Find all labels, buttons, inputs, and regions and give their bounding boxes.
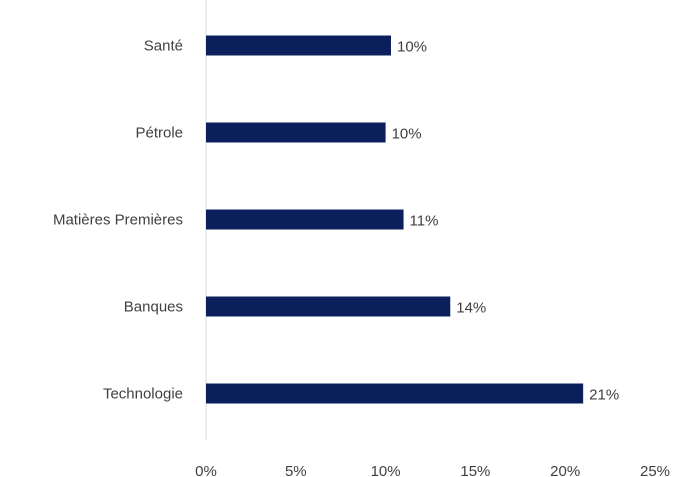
x-tick-label: 5% [285,463,307,477]
data-label-banques: 14% [456,300,486,317]
x-tick-label: 10% [371,463,401,477]
category-label-technologie: Technologie [103,386,183,403]
x-tick-label: 15% [460,463,490,477]
bar-matieres-premieres [206,209,404,230]
bar-group [206,35,584,404]
category-label-sante: Santé [144,38,183,55]
x-tick-label: 0% [195,463,217,477]
data-label-sante: 10% [397,39,427,56]
data-label-petrole: 10% [392,126,422,143]
x-tick-label: 25% [640,463,670,477]
category-label-banques: Banques [124,299,183,316]
bar-technologie [206,383,584,404]
data-labels: 10% 10% 11% 14% 21% [392,39,620,404]
bar-sante [206,35,391,56]
bar-petrole [206,122,386,143]
data-label-technologie: 21% [589,387,619,404]
category-label-matieres-premieres: Matières Premières [53,212,183,229]
x-tick-label: 20% [550,463,580,477]
bar-banques [206,296,451,317]
x-axis-tick-labels: 0% 5% 10% 15% 20% 25% [195,463,670,477]
category-labels: Santé Pétrole Matières Premières Banques Tec… [53,38,183,403]
category-label-petrole: Pétrole [135,125,183,142]
data-label-matieres-premieres: 11% [410,213,439,230]
